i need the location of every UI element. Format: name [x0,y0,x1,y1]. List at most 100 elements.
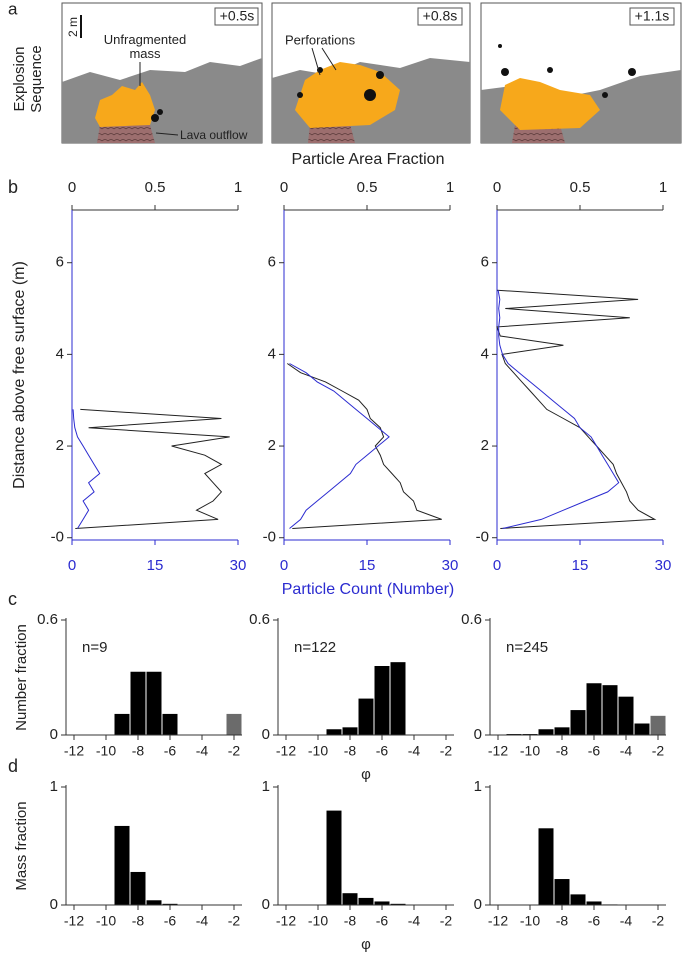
x-axis-title: Particle Area Fraction [292,151,445,168]
bar [114,825,130,905]
bar [390,662,406,735]
panel-label: a [8,0,18,18]
bar [114,713,130,735]
bar [358,897,374,905]
annotation: n=245 [506,639,548,656]
x-tick-label: -6 [376,743,389,759]
y-tick-label: 4 [268,345,276,362]
bar [342,727,358,735]
x-tick-label: -6 [588,743,601,759]
x-tick-label: 0.5 [570,179,591,196]
x-tick-label: -12 [488,743,508,759]
bar [538,729,554,735]
x2-tick-label: 0 [280,557,288,574]
x-tick-label: -6 [376,913,389,929]
y-tick-label: 0 [262,896,270,913]
bar [226,713,242,735]
bar [358,698,374,735]
x-tick-label: -8 [344,743,357,759]
y-tick-label: 1 [474,778,482,795]
data-line [75,408,230,529]
y-tick-label: 0 [262,726,270,743]
annotation: Lava outflow [180,128,248,142]
x-tick-label: -12 [276,913,296,929]
panel-label: c [8,589,17,609]
y-tick-label: 0 [50,726,58,743]
y-tick-label: 6 [56,254,64,271]
bar [586,683,602,735]
x-tick-label: -4 [620,913,633,929]
y-tick-label: 6 [481,254,489,271]
bar [634,723,650,735]
x2-tick-label: 30 [230,557,247,574]
bar [538,828,554,905]
bar [326,810,342,905]
x-tick-label: 0 [280,179,288,196]
x-tick-label: -2 [440,743,453,759]
x-tick-label: -12 [64,743,84,759]
x-tick-label: 1 [446,179,454,196]
y-tick-label: 0.6 [249,611,270,628]
time-label: +0.8s [423,8,458,24]
y-tick-label: 0.6 [37,611,58,628]
x2-tick-label: 15 [147,557,164,574]
y-axis-title: Distance above free surface (m) [11,261,28,489]
x-tick-label: -8 [556,913,569,929]
y-tick-label: -0 [51,529,64,546]
bar [162,713,178,735]
time-label: +1.1s [635,8,670,24]
bar [602,685,618,735]
data-line [497,290,620,529]
x-tick-label: -2 [652,743,665,759]
y-tick-label: 1 [262,778,270,795]
bar [326,729,342,735]
bar [554,727,570,735]
x-tick-label: 0 [68,179,76,196]
time-label: +0.5s [220,8,255,24]
bar [570,710,586,735]
bar [586,901,602,905]
x2-tick-label: 30 [442,557,459,574]
x-tick-label: 0.5 [357,179,378,196]
data-line [289,363,390,529]
x-tick-label: -10 [520,743,540,759]
y-tick-label: 4 [56,345,64,362]
x2-tick-label: 15 [359,557,376,574]
annotation: Perforations [285,32,356,47]
y-tick-label: 6 [268,254,276,271]
panel-label: b [8,177,18,197]
x-tick-label: -10 [96,913,116,929]
x-tick-label: -8 [132,743,145,759]
x-tick-label: 1 [659,179,667,196]
y-tick-label: -0 [476,529,489,546]
bar [618,696,634,735]
x-tick-label: -8 [344,913,357,929]
bar [390,903,406,905]
x-tick-label: -12 [64,913,84,929]
bar [146,900,162,905]
x-tick-label: -4 [196,743,209,759]
x-tick-label: -12 [488,913,508,929]
x2-tick-label: 0 [68,557,76,574]
bar [570,894,586,905]
x2-axis-title: Particle Count (Number) [282,581,455,598]
x-tick-label: 1 [234,179,242,196]
panel-label: d [8,756,18,776]
x-tick-label: -4 [408,743,421,759]
bar [650,715,666,735]
y-axis-title: Number fraction [13,624,30,731]
x-tick-label: -10 [308,743,328,759]
data-line [496,289,657,529]
y-tick-label: 2 [268,437,276,454]
annotation: Unfragmented mass [103,32,187,61]
bar [130,671,146,735]
x-tick-label: -2 [652,913,665,929]
photo-frame [271,2,471,144]
x-tick-label: -10 [520,913,540,929]
row-label: Explosion Sequence [11,45,45,113]
data-line [72,409,101,529]
x-tick-label: -2 [228,913,241,929]
x-tick-label: -10 [96,743,116,759]
x-tick-label: -6 [164,743,177,759]
bar [374,666,390,735]
